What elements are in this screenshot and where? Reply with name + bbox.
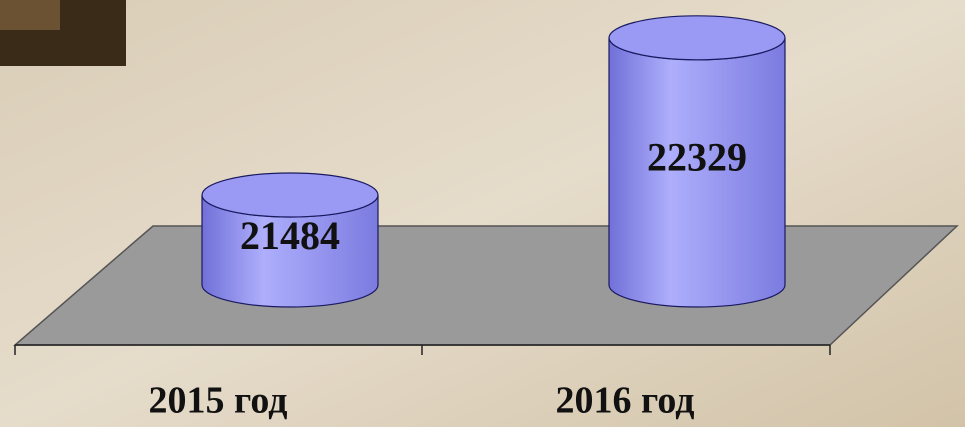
- cylinder-top: [201, 172, 379, 218]
- data-label: 21484: [240, 213, 340, 258]
- photo-detail: [0, 0, 60, 30]
- cylinder-top: [608, 15, 786, 61]
- data-label: 22329: [647, 135, 747, 180]
- x-tick-label: 2015 год: [149, 380, 288, 422]
- floor: [12, 225, 959, 346]
- x-tick-label: 2016 год: [556, 380, 695, 422]
